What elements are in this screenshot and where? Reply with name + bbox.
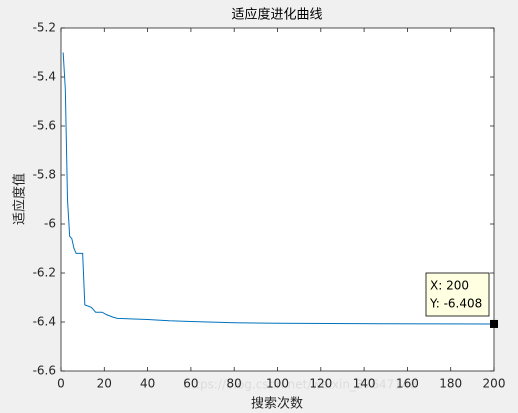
plot-area	[60, 27, 495, 372]
y-tick-label: -5.8	[33, 168, 56, 182]
y-tick-label: -5.4	[33, 70, 56, 84]
y-tick-label: -6.6	[33, 364, 56, 378]
datatip-x: X: 200	[430, 279, 469, 293]
x-tick-label: 0	[57, 377, 65, 391]
x-tick-label: 120	[309, 377, 332, 391]
x-tick-label: 20	[97, 377, 112, 391]
y-tick-label: -6.2	[33, 266, 56, 280]
y-tick-label: -5.2	[33, 21, 56, 35]
x-tick-label: 160	[396, 377, 419, 391]
y-tick-label: -5.6	[33, 119, 56, 133]
datatip-marker	[490, 319, 498, 328]
datatip-box	[425, 272, 490, 317]
line	[62, 52, 495, 325]
x-tick-label: 140	[353, 377, 376, 391]
x-tick-label: 100	[266, 377, 289, 391]
chart-title: 适应度进化曲线	[231, 7, 322, 23]
watermark: https://blog.csdn.net/weixin_37647148	[183, 378, 417, 392]
datatip-y: Y: -6.408	[429, 297, 482, 311]
x-tick-label: 200	[483, 377, 506, 391]
y-tick-label: -6	[44, 217, 56, 231]
x-tick-label: 60	[183, 377, 198, 391]
y-axis-label: 适应度值	[12, 173, 28, 225]
x-tick-label: 180	[439, 377, 462, 391]
x-tick-label: 80	[227, 377, 242, 391]
y-tick-label: -6.4	[33, 315, 56, 329]
x-axis-label: 搜索次数	[251, 396, 303, 412]
x-tick-label: 40	[140, 377, 155, 391]
